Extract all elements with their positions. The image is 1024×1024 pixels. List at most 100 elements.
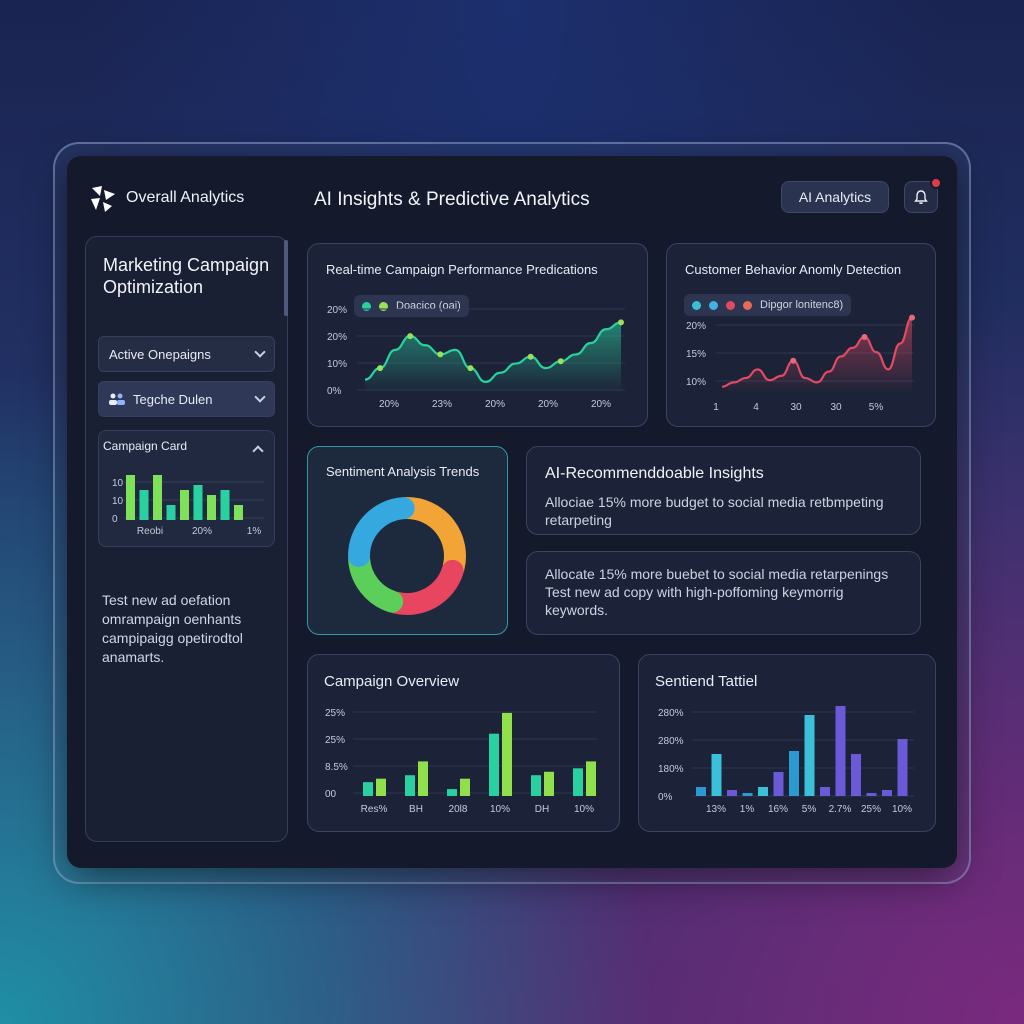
x-tick-label: Res%	[361, 804, 388, 815]
bar	[126, 475, 135, 520]
y-tick-label: 20%	[327, 305, 347, 316]
bar	[153, 475, 162, 520]
x-tick-label: 25%	[861, 804, 881, 815]
x-tick-label: 2.7%	[829, 804, 852, 815]
sidebar-note: Test new ad oefation omrampaign oenhants…	[102, 592, 243, 665]
data-point	[790, 357, 797, 364]
anomaly-detection-card: Customer Behavior Anomly Detection Dipgo…	[666, 243, 936, 427]
insight-card[interactable]: Allocate 15% more buebet to social media…	[526, 551, 921, 635]
data-point	[861, 334, 868, 341]
bar	[376, 778, 386, 796]
x-tick-label: 5%	[869, 402, 884, 413]
insight-text: Allocate 15% more buebet to social media…	[545, 566, 889, 618]
y-tick-label: 00	[325, 789, 337, 800]
brand-name: Overall Analytics	[126, 189, 245, 206]
y-tick-label: 10	[112, 478, 124, 489]
bar	[742, 793, 753, 796]
bar	[882, 790, 892, 796]
pie-slice	[384, 559, 464, 615]
x-tick-label: 10%	[490, 804, 510, 815]
realtime-performance-chart: 20% 20% 10% 0% 20% 23% 20% 20% 20%	[327, 305, 625, 410]
y-tick-label: 180%	[658, 764, 684, 775]
bar	[696, 787, 706, 796]
bar	[502, 712, 512, 796]
bar	[363, 782, 373, 796]
bar	[207, 495, 216, 520]
y-tick-label: 280%	[658, 736, 684, 747]
x-tick-label: 20%	[485, 399, 505, 410]
dropdown-label: Active Onepaigns	[109, 346, 211, 362]
y-tick-label: 10%	[327, 359, 347, 370]
sidebar-title: Marketing Campaign Optimization	[103, 255, 270, 297]
bar	[460, 778, 470, 796]
x-tick-label: BH	[409, 804, 423, 815]
x-tick-label: DH	[535, 804, 549, 815]
sentiend-card: Sentiend Tattiel	[638, 654, 936, 832]
data-point	[377, 365, 384, 372]
y-tick-label: 20%	[686, 321, 706, 332]
sentiment-donut-chart	[348, 497, 466, 615]
bar	[711, 754, 722, 796]
bar	[531, 775, 541, 796]
sidebar-scrollbar[interactable]	[284, 240, 288, 316]
campaign-card-chart: 10 10 0 Reobi 20% 1%	[112, 475, 264, 537]
bar	[897, 739, 908, 796]
notifications-button[interactable]	[904, 177, 942, 213]
bar	[758, 787, 768, 796]
x-tick-label: 20%	[379, 399, 399, 410]
x-tick-label: 16%	[768, 804, 788, 815]
realtime-performance-card: Real-time Campaign Performance Predicati…	[307, 243, 648, 427]
x-tick-label: 5%	[802, 804, 817, 815]
bar	[820, 787, 830, 796]
x-tick-label: Reobi	[137, 526, 163, 537]
x-tick-label: 1%	[740, 804, 755, 815]
bar	[405, 775, 415, 796]
bar	[193, 485, 203, 520]
anomaly-detection-chart: 20% 15% 10% 1 4 30 30 5%	[686, 314, 915, 413]
legend-dot	[692, 300, 701, 310]
x-tick-label: 10%	[574, 804, 594, 815]
bar	[139, 490, 149, 520]
x-tick-label: 13%	[706, 804, 726, 815]
data-point	[527, 353, 534, 360]
bar	[789, 751, 799, 796]
series-line	[721, 316, 913, 388]
pie-slice	[396, 497, 466, 579]
data-point	[467, 365, 474, 372]
x-tick-label: 20%	[192, 526, 212, 537]
bar	[866, 793, 877, 796]
bar	[447, 789, 457, 796]
y-tick-label: 20%	[327, 332, 347, 343]
x-tick-label: 30	[790, 402, 802, 413]
legend-dot	[362, 301, 371, 311]
legend-dot	[379, 301, 388, 311]
active-campaigns-dropdown[interactable]: Active Onepaigns	[98, 336, 275, 372]
data-point	[618, 319, 624, 326]
bell-icon	[914, 190, 928, 204]
x-tick-label: 20l8	[449, 804, 468, 815]
chart-legend: Dipgor lonitenc8)	[684, 294, 852, 316]
bar	[773, 772, 784, 796]
bar	[180, 490, 189, 520]
card-title: Campaign Overview	[324, 673, 460, 690]
bar	[489, 733, 499, 796]
bar	[234, 505, 243, 520]
insight-card[interactable]: AI-Recommenddoable Insights Allociae 15%…	[526, 446, 921, 535]
y-tick-label: 15%	[686, 349, 706, 360]
bar	[851, 754, 861, 796]
bar	[586, 761, 596, 796]
insight-text: Allociae 15% more budget to social media…	[545, 494, 884, 528]
bar	[220, 490, 230, 520]
notification-badge	[930, 177, 942, 189]
bar	[544, 771, 554, 796]
x-tick-label: 4	[753, 402, 759, 413]
bar	[418, 761, 428, 796]
logo-icon	[91, 186, 115, 212]
campaign-overview-chart: 25% 25% 8.5% 00 Res% BH 20l8 10% DH 10%	[325, 708, 597, 815]
y-tick-label: 8.5%	[325, 762, 348, 773]
ai-analytics-button[interactable]: AI Analytics	[781, 181, 889, 213]
x-tick-label: 1%	[247, 526, 262, 537]
dropdown-label: Tegche Dulen	[133, 391, 213, 407]
filter-dropdown[interactable]: Tegche Dulen	[98, 381, 275, 417]
card-title: Sentiment Analysis Trends	[326, 464, 480, 479]
